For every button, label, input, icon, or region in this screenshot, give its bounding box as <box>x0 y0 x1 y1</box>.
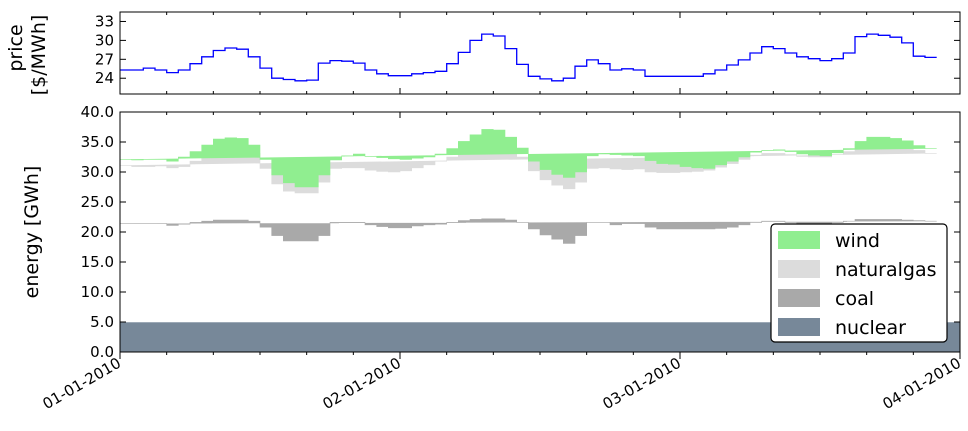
energy-ylabel: energy [GWh] <box>21 166 43 299</box>
energy-ytick-label: 15.0 <box>81 253 114 271</box>
legend-swatch-naturalgas <box>778 260 820 278</box>
price-ytick-label: 33 <box>95 12 114 30</box>
legend-swatch-nuclear <box>778 318 820 336</box>
energy-ytick-label: 40.0 <box>81 103 114 121</box>
energy-ytick-label: 0.0 <box>90 343 114 361</box>
area-wind <box>120 129 937 188</box>
energy-legend: wind naturalgas coal nuclear <box>770 223 948 343</box>
price-step-line <box>120 33 937 82</box>
price-ytick-label: 27 <box>95 50 114 68</box>
legend-label-coal: coal <box>835 288 874 310</box>
area-naturalgas <box>120 139 937 194</box>
energy-plot-frame <box>119 111 961 353</box>
price-ylabel-line1: price <box>5 24 27 71</box>
price-series <box>120 33 937 82</box>
price-ylabel-line2: [$/MWh] <box>28 15 50 96</box>
price-ytick-label: 24 <box>95 69 114 87</box>
energy-ytick-label: 10.0 <box>81 283 114 301</box>
energy-ytick-label: 30.0 <box>81 163 114 181</box>
legend-label-naturalgas: naturalgas <box>835 259 937 281</box>
price-ytick-label: 30 <box>95 31 114 49</box>
energy-stacked-areas <box>119 129 961 353</box>
energy-ytick-label: 35.0 <box>81 133 114 151</box>
price-plot-frame <box>119 11 961 95</box>
legend-swatch-coal <box>778 289 820 307</box>
energy-ytick-label: 25.0 <box>81 193 114 211</box>
legend-swatch-wind <box>778 231 820 249</box>
legend-frame <box>770 223 948 343</box>
legend-label-nuclear: nuclear <box>835 317 906 339</box>
energy-y-axis: 0.0 5.0 10.0 15.0 20.0 25.0 30.0 35.0 40.0 <box>81 103 960 361</box>
legend-label-wind: wind <box>835 230 880 252</box>
energy-ytick-label: 20.0 <box>81 223 114 241</box>
energy-ytick-label: 5.0 <box>90 313 114 331</box>
